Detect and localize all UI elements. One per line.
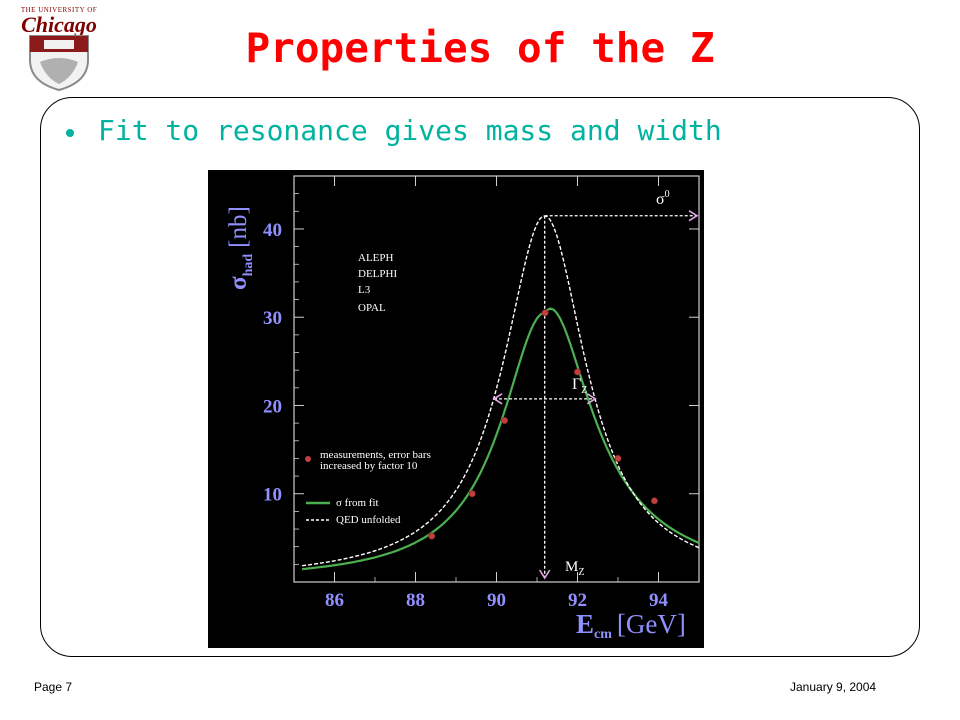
y-tick-label-30: 30 [263,308,282,329]
shield-icon [29,35,89,92]
x-tick-label-90: 90 [487,590,506,611]
chart-background [208,170,704,648]
x-tick-label-86: 86 [325,590,344,611]
logo-top-text: THE UNIVERSITY OF [20,6,98,14]
curves [302,215,700,571]
x-axis-label-sub: cm [594,627,612,642]
footer-date: January 9, 2004 [790,680,877,694]
x-tick-label-94: 94 [649,590,669,611]
x-tick-label-88: 88 [406,590,425,611]
experiment-opal: OPAL [358,302,386,314]
bullet-text: Fit to resonance gives mass and width [98,114,722,147]
qed-unfolded-curve [302,215,700,567]
axis-ticks [293,176,700,582]
y-axis-label-main: σ [225,276,252,290]
sigma0-label: σ0 [656,189,670,208]
mass-z-label: MZ [565,559,584,578]
legend-fit-label: σ from fit [336,497,379,509]
bullet-dot-icon [66,128,74,137]
experiment-aleph: ALEPH [358,252,394,264]
y-tick-label-20: 20 [263,396,282,417]
y-tick-label-10: 10 [263,485,282,506]
data-point-1 [468,490,476,498]
x-axis-label: Ecm [GeV] [576,609,686,642]
x-tick-labels: 86 88 90 92 94 [325,590,669,611]
legend-qed-label: QED unfolded [336,514,401,526]
legend-points-label-2: increased by factor 10 [320,460,418,472]
logo-name: Chicago [21,12,97,37]
y-tick-labels: 10 20 30 40 [263,220,282,506]
data-point-4 [573,368,581,376]
experiment-list: ALEPH DELPHI L3 OPAL [358,252,397,314]
page-number: Page 7 [34,680,73,694]
data-point-2 [501,416,509,424]
x-axis-label-unit: [GeV] [617,609,686,639]
slide-title: Properties of the Z [245,24,715,72]
data-points [428,309,658,540]
y-axis-label: σhad [nb] [225,206,256,290]
legend-point-marker [305,456,311,462]
y-axis-label-sub: had [241,254,256,277]
gamma-left-arrowhead [492,393,503,405]
content-box [40,97,920,657]
y-axis-label-unit: [nb] [225,206,252,248]
legend: measurements, error bars increased by fa… [305,449,431,526]
bullet-row: Fit to resonance gives mass and width [66,114,722,147]
data-point-6 [650,497,658,505]
legend-points-label: measurements, error bars [320,449,431,461]
z-resonance-chart: 10 20 30 40 86 88 90 92 94 σhad [nb] Ecm [GeV] AL… [208,170,704,648]
sigma0-arrowhead [688,210,699,222]
gamma-right-arrowhead [586,393,597,405]
data-point-5 [614,454,622,462]
gamma-z-label: ΓZ [572,376,587,396]
experiment-delphi: DELPHI [358,268,397,280]
x-tick-label-92: 92 [568,590,587,611]
y-tick-label-40: 40 [263,220,282,241]
university-logo: THE UNIVERSITY OF Chicago [14,6,104,92]
annotation-lines [492,210,699,580]
experiment-l3: L3 [358,284,371,296]
x-axis-label-main: E [576,609,594,639]
data-point-3 [541,309,549,317]
mass-arrowhead [539,569,551,580]
data-point-0 [428,532,436,540]
